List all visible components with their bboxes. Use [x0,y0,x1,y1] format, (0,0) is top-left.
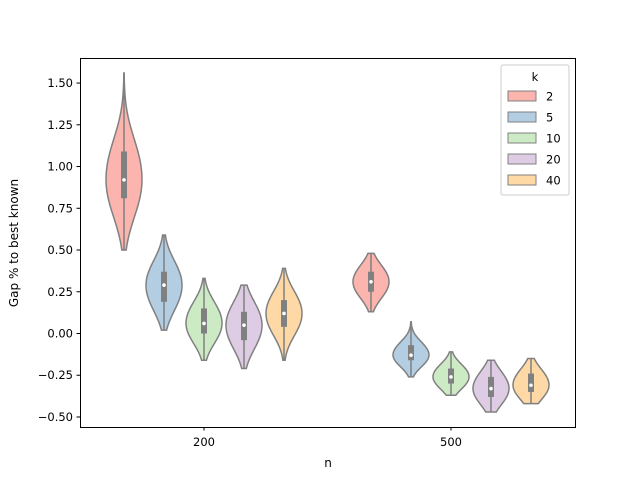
violin-iqr-box [121,151,127,199]
legend-swatch-k2 [507,90,537,102]
legend-swatch-k5 [507,111,537,123]
legend-label-k10: 10 [546,132,561,146]
y-tick-label: 1.25 [47,118,73,132]
legend: k2 5 10 20 40 [500,64,570,196]
legend-label-k40: 40 [546,174,561,188]
violin-median-dot [449,375,453,379]
violin-iqr-box [528,373,534,392]
legend-swatch-k10 [507,132,537,144]
x-tick-label: 500 [440,435,462,449]
violin-median-dot [489,386,493,391]
y-axis: −0.50 −0.25 0.00 0.25 0.50 0.75 1.00 1.25 1.50 [38,76,80,424]
plot-frame [80,58,576,428]
violin-iqr-box [201,308,207,334]
x-axis: 200 500 [193,427,462,449]
violin-median-dot [369,279,373,284]
legend-swatch-k40 [507,174,537,186]
y-tick-label: −0.50 [38,410,73,424]
legend-label-k2: 2 [546,90,553,104]
legend-label-k20: 20 [546,153,561,167]
y-tick-label: 0.00 [47,326,73,340]
violin-median-dot [202,321,206,326]
violin-median-dot [122,178,126,182]
violin-median-dot [162,283,166,287]
violin-median-dot [242,323,246,327]
violin-median-dot [409,353,413,358]
legend-swatch-k20 [507,153,537,165]
y-tick-label: −0.25 [38,368,73,382]
legend-label-k5: 5 [546,111,553,125]
y-tick-label: 0.75 [47,201,73,215]
x-tick-label: 200 [193,435,215,449]
y-axis-label: Gap % to best known [7,179,21,307]
violin-median-dot [282,311,286,316]
legend-title: k [532,70,539,84]
y-tick-label: 1.50 [47,76,73,90]
x-axis-label: n [324,456,332,470]
y-tick-label: 0.25 [47,285,73,299]
y-tick-label: 1.00 [47,160,73,174]
violins-layer [105,72,550,413]
violin-iqr-box [408,345,414,361]
violin-median-dot [529,383,533,388]
y-tick-label: 0.50 [47,243,73,257]
